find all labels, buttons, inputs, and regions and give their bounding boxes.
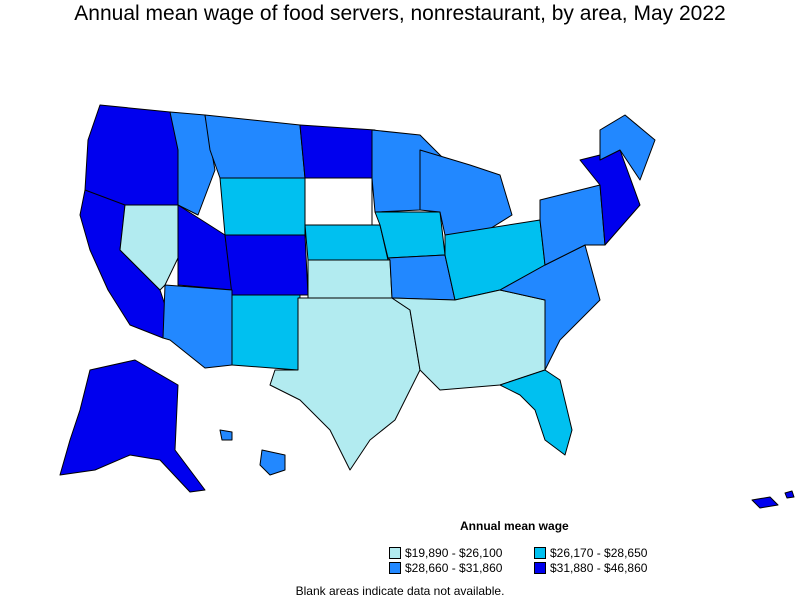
region-new-mexico: [231, 294, 301, 371]
legend-item-3: $28,660 - $31,860: [389, 561, 502, 575]
legend-swatch-4: [534, 562, 546, 574]
region-wyoming: [219, 177, 306, 236]
region-pacific-northwest: [84, 104, 186, 211]
region-virgin-islands: [784, 490, 795, 499]
region-south-dakota: [304, 177, 373, 226]
region-north-dakota: [299, 124, 376, 179]
legend-swatch-2: [534, 547, 546, 559]
region-missouri: [387, 254, 456, 301]
legend-swatch-1: [389, 547, 401, 559]
region-hawaii-islands: [219, 429, 233, 441]
map-title: Annual mean wage of food servers, nonres…: [74, 2, 726, 25]
region-hawaii: [259, 449, 286, 476]
region-florida: [499, 369, 573, 456]
blank-areas-note: Blank areas indicate data not available.: [295, 584, 505, 598]
region-montana: [204, 114, 306, 179]
region-arizona: [162, 284, 233, 369]
legend-item-4: $31,880 - $46,860: [534, 561, 647, 575]
region-colorado: [224, 234, 309, 296]
legend-title: Annual mean wage: [460, 519, 569, 533]
legend-label-3: $28,660 - $31,860: [405, 561, 503, 575]
legend-label-1: $19,890 - $26,100: [405, 546, 503, 560]
legend-item-2: $26,170 - $28,650: [534, 546, 647, 560]
legend-item-1: $19,890 - $26,100: [389, 546, 502, 560]
legend-label-2: $26,170 - $28,650: [550, 546, 648, 560]
region-new-england-north: [599, 114, 656, 181]
legend-swatch-3: [389, 562, 401, 574]
legend-label-4: $31,880 - $46,860: [550, 561, 648, 575]
region-alaska: [59, 359, 206, 493]
region-kansas: [307, 259, 393, 299]
region-nebraska: [304, 224, 389, 261]
region-puerto-rico: [751, 496, 779, 509]
